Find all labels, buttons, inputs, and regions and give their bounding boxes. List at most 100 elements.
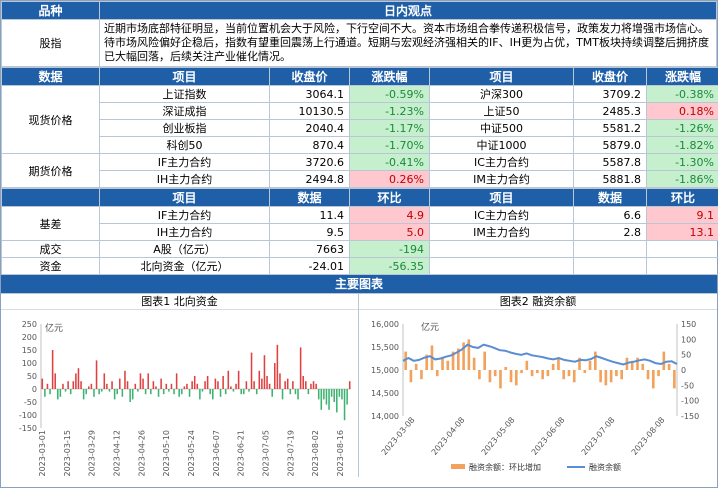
chart1-bar (121, 389, 124, 397)
chart1-xtick: 2023-07-05 (262, 430, 271, 476)
chart1-bar (268, 383, 271, 389)
chart2-bar (609, 370, 613, 383)
chart2-bar (504, 366, 508, 370)
chart2-ytick-left: 16,000 (371, 320, 399, 329)
chart1-bar (137, 389, 139, 392)
chart2-bar (651, 370, 655, 389)
close-value: 2040.4 (269, 119, 350, 137)
chart2-bar (646, 370, 650, 380)
chart2-bar (409, 370, 413, 383)
chart2-bar (499, 370, 502, 389)
chart1-bar (201, 389, 204, 392)
change-value: 0.18% (646, 102, 718, 120)
col-header-item: 项目 (99, 67, 270, 86)
basis-header-data: 数据 (269, 188, 350, 207)
chart1-bar (186, 383, 188, 389)
chart2-bar (594, 351, 597, 370)
chart2-bar (615, 370, 618, 377)
chart1-ytick: 0 (32, 385, 37, 394)
chart1-svg: 亿元 -150 -100 -50 0 50 100 150 200 250 2023-03-01 20… (19, 320, 351, 477)
chart1-bar (106, 383, 108, 389)
change-value: -0.59% (349, 85, 430, 103)
chart-northbound: 图表1 北向资金 亿元 -150 -100 -50 0 50 100 150 200 250 202… (1, 294, 359, 477)
change-value: -1.30% (646, 153, 718, 171)
price-table: 数据 项目 收盘价 涨跌幅 项目 收盘价 涨跌幅 现货价格 上证指数 3064.1-… (1, 67, 718, 188)
capital-change: -56.35 (349, 257, 430, 275)
futures-row: IH主力合约 2494.8 0.26% IM主力合约 5881.8 -1.86% (2, 170, 718, 188)
volume-change: -194 (349, 240, 430, 258)
change-value: 0.26% (349, 170, 430, 188)
chart2-bar (425, 354, 429, 370)
chart1-bar (315, 383, 317, 389)
chart1-ytick: -100 (19, 411, 37, 420)
chart1-xtick: 2023-04-26 (137, 430, 146, 476)
item-name: IH主力合约 (99, 223, 270, 241)
close-value: 2485.3 (573, 102, 647, 120)
chart1-bar (214, 378, 217, 389)
chart1-bar (170, 383, 173, 389)
chart1-bar (100, 389, 103, 392)
empty-cell (429, 257, 574, 275)
chart1-bar (124, 370, 126, 389)
chart1-bar (191, 381, 193, 389)
chart1-ytick: 50 (27, 372, 37, 381)
chart2-ytick-right: 50 (681, 351, 691, 360)
chart1-bar (289, 389, 292, 395)
chart1-bar (227, 370, 230, 389)
empty-cell (573, 257, 647, 275)
chart1-bar (93, 389, 95, 397)
charts-row: 图表1 北向资金 亿元 -150 -100 -50 0 50 100 150 200 250 202… (1, 294, 717, 477)
chart1-bar (284, 381, 286, 389)
chart1-bar (103, 373, 106, 389)
chart1-bar (338, 389, 341, 397)
chart2-ytick-left: 14,000 (371, 412, 399, 421)
chart2-bar (478, 370, 481, 380)
chart2-ytick-right: 0 (681, 366, 686, 375)
close-value: 5581.2 (573, 119, 647, 137)
chart1-bar (336, 389, 338, 413)
chart1-bar (237, 370, 240, 389)
chart2-bar (483, 351, 486, 370)
chart2-bar (493, 370, 497, 377)
volume-label: 成交 (1, 240, 100, 258)
chart2-xtick: 2023-08-08 (630, 416, 667, 457)
chart1-bar (261, 378, 263, 389)
basis-header-blank (1, 188, 100, 207)
view-label: 股指 (1, 19, 100, 67)
chart1-bar (199, 389, 201, 400)
basis-header-mom: 环比 (349, 188, 430, 207)
chart1-ytick: -50 (24, 398, 37, 407)
chart1-bar (82, 389, 85, 400)
chart2-bar (457, 348, 460, 370)
chart1-bar (297, 389, 299, 400)
capital-value: -24.01 (269, 257, 350, 275)
chart1-xtick: 2023-03-29 (88, 430, 97, 476)
close-value: 870.4 (269, 136, 350, 154)
item-name: 创业板指 (99, 119, 270, 137)
basis-value: 2.8 (573, 223, 647, 241)
chart2-bar (435, 370, 439, 377)
col-header-item-2: 项目 (429, 67, 574, 86)
chart1-bar (59, 389, 62, 397)
chart2-bar (530, 370, 534, 377)
basis-value: 6.6 (573, 206, 647, 224)
chart1-bar (113, 389, 116, 400)
chart1-bar (305, 381, 307, 389)
chart1-bar (258, 370, 261, 389)
chart1-bar (108, 389, 111, 392)
close-value: 5879.0 (573, 136, 647, 154)
chart2-ytick-left: 14,500 (371, 389, 399, 398)
chart1-bar (183, 386, 186, 389)
chart1-bar (294, 389, 297, 395)
chart1-bar (88, 386, 90, 389)
basis-change: 5.0 (349, 223, 430, 241)
item-name: IM主力合约 (429, 223, 574, 241)
chart1-bar (255, 389, 258, 395)
chart2-bar (657, 370, 660, 377)
chart1-bar (168, 389, 170, 392)
header-daily-view: 日内观点 (99, 1, 717, 20)
chart1-bar (162, 389, 165, 395)
chart2-xtick: 2023-07-08 (580, 416, 617, 457)
futures-row: 期货价格 IF主力合约 3720.6 -0.41% IC主力合约 5587.8 -1.30% (1, 153, 718, 188)
